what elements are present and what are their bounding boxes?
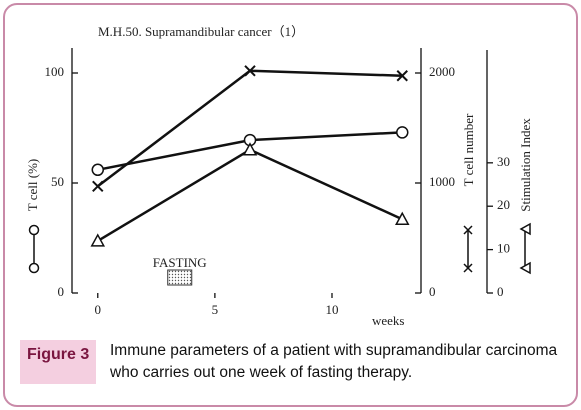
- y3-tick-label: 30: [497, 154, 510, 169]
- caption-text: Immune parameters of a patient with supr…: [110, 342, 558, 381]
- y2-tick-label: 2000: [429, 64, 455, 79]
- point: [396, 126, 409, 139]
- fasting-box: [167, 269, 193, 286]
- y3-axis-label: Stimulation Index: [518, 118, 533, 212]
- point: [91, 163, 105, 177]
- y3-tick-label: 0: [497, 284, 504, 299]
- x-tick-label: 5: [212, 302, 219, 317]
- y-tick-label: 100: [45, 64, 65, 79]
- figure-label: Figure 3: [20, 340, 97, 384]
- point: [244, 65, 256, 77]
- y2-axis-label: T cell number: [461, 113, 476, 186]
- y-tick-label: 0: [58, 284, 65, 299]
- caption: Figure 3 Immune parameters of a patient …: [20, 340, 565, 384]
- point: [90, 233, 106, 247]
- series-line: [97, 69, 403, 188]
- series-line: [97, 148, 403, 243]
- point: [396, 70, 408, 82]
- point: [92, 180, 104, 193]
- y-axis-label: T cell (%): [25, 159, 40, 211]
- x-axis-label: weeks: [372, 313, 405, 328]
- annotation: FASTING: [153, 255, 207, 270]
- point: [242, 142, 258, 156]
- y2-tick-label: 0: [429, 284, 436, 299]
- x-tick-label: 10: [325, 302, 338, 317]
- chart: M.H.50. Supramandibular cancer（1） weeks …: [25, 24, 533, 328]
- y2-tick-label: 1000: [429, 174, 455, 189]
- legend-symbols: [28, 222, 531, 275]
- y3-tick-label: 10: [497, 241, 510, 256]
- figure-frame: [3, 3, 578, 407]
- point: [394, 211, 410, 225]
- y3-tick-label: 20: [497, 197, 510, 212]
- y-tick-label: 50: [51, 174, 64, 189]
- chart-title: M.H.50. Supramandibular cancer（1）: [98, 24, 304, 39]
- x-tick-label: 0: [95, 302, 102, 317]
